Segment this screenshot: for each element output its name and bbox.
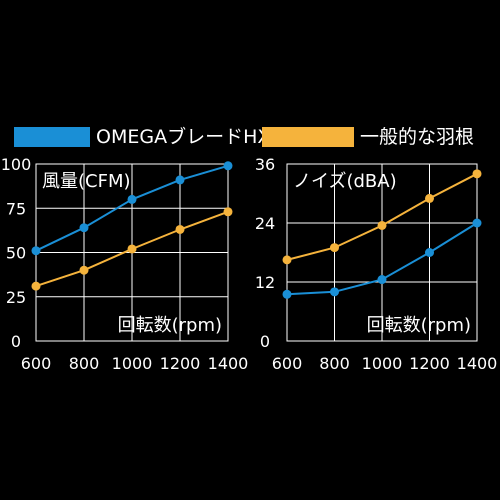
airflow-series-point-1 bbox=[79, 265, 89, 275]
airflow-x-axis-label: 回転数(rpm) bbox=[118, 315, 222, 336]
airflow-series-point-0 bbox=[79, 223, 89, 233]
noise-series-point-0 bbox=[377, 275, 387, 285]
noise-series-point-1 bbox=[330, 243, 339, 253]
noise-series-point-0 bbox=[425, 248, 434, 257]
noise-series-point-1 bbox=[377, 220, 387, 230]
noise-series-point-1 bbox=[282, 255, 292, 265]
airflow-x-tick-label: 1400 bbox=[208, 354, 249, 373]
airflow-series-point-0 bbox=[127, 194, 137, 204]
airflow-chart-title: 風量(CFM) bbox=[42, 171, 131, 192]
noise-series-point-0 bbox=[472, 218, 482, 228]
airflow-x-tick-label: 1000 bbox=[112, 354, 153, 373]
legend-swatch-omega bbox=[14, 127, 90, 147]
airflow-y-tick-label: 50 bbox=[6, 244, 26, 263]
noise-y-tick-label: 12 bbox=[255, 273, 275, 292]
airflow-series-point-1 bbox=[127, 244, 137, 254]
noise-series-point-0 bbox=[282, 289, 292, 299]
airflow-series-point-0 bbox=[223, 161, 233, 171]
legend-swatch-generic bbox=[262, 127, 354, 147]
noise-chart: 0 12 24 36 600 800 1000 1200 1400 ノイズ(dBA) 回転数(rpm… bbox=[255, 155, 498, 373]
airflow-series-point-0 bbox=[31, 246, 41, 256]
noise-series-point-1 bbox=[472, 169, 482, 179]
airflow-series-point-1 bbox=[31, 281, 41, 291]
airflow-x-tick-label: 1200 bbox=[160, 354, 201, 373]
airflow-y-tick-label: 0 bbox=[11, 332, 21, 351]
legend-label-omega: OMEGAブレードHX bbox=[96, 126, 271, 148]
noise-x-axis-label: 回転数(rpm) bbox=[367, 315, 471, 336]
noise-y-tick-label: 36 bbox=[255, 155, 275, 174]
legend-label-generic: 一般的な羽根 bbox=[360, 126, 475, 148]
noise-y-tick-label: 24 bbox=[255, 214, 275, 233]
noise-x-tick-label: 800 bbox=[319, 354, 350, 373]
airflow-series-point-0 bbox=[175, 175, 185, 185]
noise-x-tick-label: 1200 bbox=[409, 354, 450, 373]
airflow-series-point-1 bbox=[223, 207, 233, 217]
airflow-x-tick-label: 800 bbox=[69, 354, 100, 373]
noise-series-point-1 bbox=[425, 193, 434, 203]
noise-series-point-0 bbox=[330, 287, 339, 297]
legend: OMEGAブレードHX 一般的な羽根 bbox=[0, 124, 500, 150]
airflow-y-tick-label: 75 bbox=[6, 199, 26, 218]
noise-x-tick-label: 1400 bbox=[457, 354, 498, 373]
airflow-series-point-1 bbox=[175, 224, 185, 234]
airflow-x-tick-label: 600 bbox=[21, 354, 52, 373]
airflow-y-tick-label: 100 bbox=[1, 155, 32, 174]
noise-x-tick-label: 600 bbox=[272, 354, 303, 373]
noise-x-tick-label: 1000 bbox=[362, 354, 403, 373]
noise-chart-title: ノイズ(dBA) bbox=[293, 171, 397, 192]
airflow-y-tick-label: 25 bbox=[6, 288, 26, 307]
airflow-chart: 0 25 50 75 100 600 800 1000 1200 1400 風量(CFM) 回転数(r… bbox=[1, 155, 249, 373]
noise-y-tick-label: 0 bbox=[260, 332, 270, 351]
